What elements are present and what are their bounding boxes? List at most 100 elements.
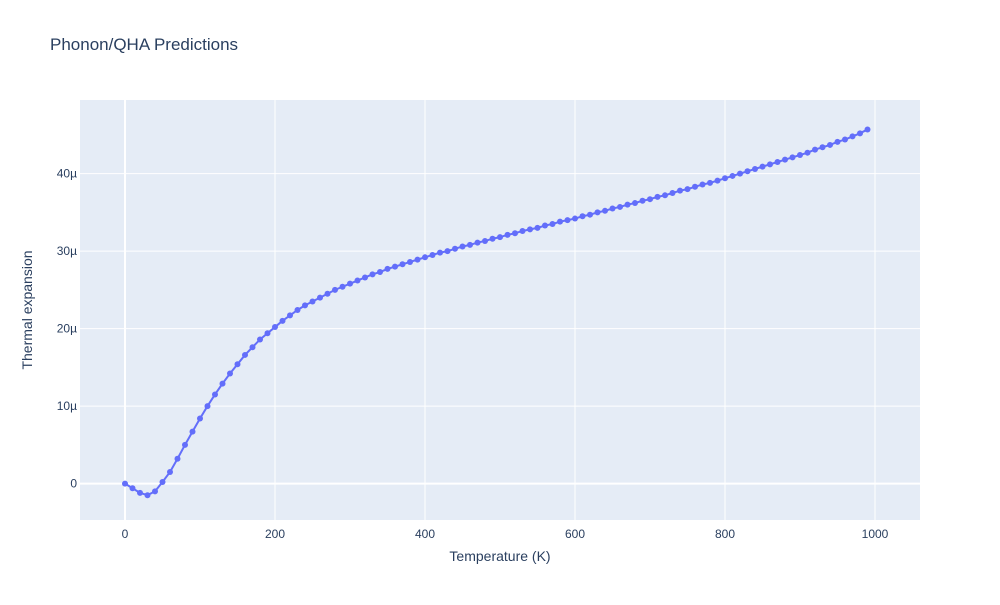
data-point (339, 283, 346, 290)
series-line (124, 128, 868, 497)
data-point (594, 209, 601, 216)
x-tick-label: 200 (265, 527, 285, 541)
data-point (819, 144, 826, 151)
data-point (504, 231, 511, 238)
data-point (617, 203, 623, 210)
data-point (677, 187, 683, 194)
grid-lines (80, 100, 920, 520)
data-point (459, 243, 466, 250)
data-point (579, 213, 586, 220)
tick-labels: 0 200 400 600 800 1000 0 10µ 20µ 30µ 40µ (57, 167, 889, 541)
data-point (497, 234, 503, 241)
data-point (737, 170, 743, 177)
data-point (774, 158, 781, 165)
data-point (767, 161, 773, 168)
data-point (257, 336, 263, 343)
data-point (782, 156, 788, 163)
data-point (137, 489, 143, 496)
data-point (527, 226, 533, 233)
data-point (407, 258, 413, 265)
y-tick-label: 10µ (57, 399, 77, 413)
data-point (144, 492, 151, 499)
data-point (842, 136, 848, 143)
data-point (557, 218, 563, 225)
data-point (849, 133, 856, 140)
data-point (699, 181, 706, 188)
data-point (399, 261, 406, 268)
data-point (639, 197, 646, 204)
data-point (797, 152, 803, 159)
data-point (564, 217, 571, 224)
data-point (287, 312, 293, 319)
data-point (692, 183, 698, 190)
data-point (834, 138, 841, 145)
data-point (684, 186, 691, 193)
data-point (864, 126, 871, 133)
data-point (174, 455, 181, 462)
data-point (242, 351, 248, 358)
data-point (152, 488, 158, 495)
data-point (444, 248, 451, 255)
data-point (452, 245, 458, 252)
y-axis-title: Thermal expansion (19, 250, 35, 369)
data-point (587, 211, 593, 218)
plot-area (80, 100, 920, 520)
data-point (467, 241, 473, 248)
data-point (189, 428, 196, 435)
data-point (654, 193, 661, 200)
data-point (122, 480, 128, 487)
data-point (729, 172, 736, 179)
data-point (129, 485, 136, 492)
y-tick-label: 0 (70, 477, 77, 491)
x-tick-label: 400 (415, 527, 435, 541)
data-point (212, 391, 218, 398)
data-point (662, 192, 668, 199)
data-point (264, 330, 271, 337)
x-axis-title: Temperature (K) (449, 548, 550, 564)
data-point (332, 286, 338, 293)
data-point (542, 222, 548, 229)
y-tick-label: 40µ (57, 167, 77, 181)
data-point (827, 141, 833, 148)
data-point (197, 415, 203, 422)
data-point (804, 149, 811, 156)
data-point (572, 215, 578, 222)
data-point (309, 298, 316, 305)
data-point (437, 249, 443, 256)
data-point (812, 146, 818, 153)
data-point (602, 207, 608, 214)
data-point (204, 403, 211, 410)
data-point (707, 179, 713, 186)
data-point (294, 307, 301, 313)
data-point (482, 238, 488, 245)
data-point (512, 230, 518, 237)
data-point (857, 130, 863, 137)
data-point (362, 274, 368, 281)
data-point (549, 220, 556, 227)
data-point (182, 441, 188, 448)
data-point (354, 277, 361, 284)
data-point (377, 269, 383, 276)
x-tick-label: 1000 (862, 527, 889, 541)
data-point (519, 227, 526, 234)
data-point (744, 168, 751, 175)
data-point (429, 251, 436, 258)
data-point (392, 263, 398, 270)
x-tick-label: 600 (565, 527, 585, 541)
chart-title: Phonon/QHA Predictions (50, 35, 238, 54)
data-point (759, 163, 766, 170)
data-point (159, 479, 166, 486)
data-point (272, 324, 278, 331)
data-point (384, 265, 391, 272)
data-markers (122, 126, 871, 499)
data-point (167, 468, 173, 475)
data-point (302, 302, 308, 309)
y-tick-label: 20µ (57, 322, 77, 336)
data-point (317, 294, 323, 301)
data-point (722, 175, 728, 182)
data-point (369, 271, 376, 278)
data-point (249, 344, 256, 351)
data-point (752, 165, 758, 172)
